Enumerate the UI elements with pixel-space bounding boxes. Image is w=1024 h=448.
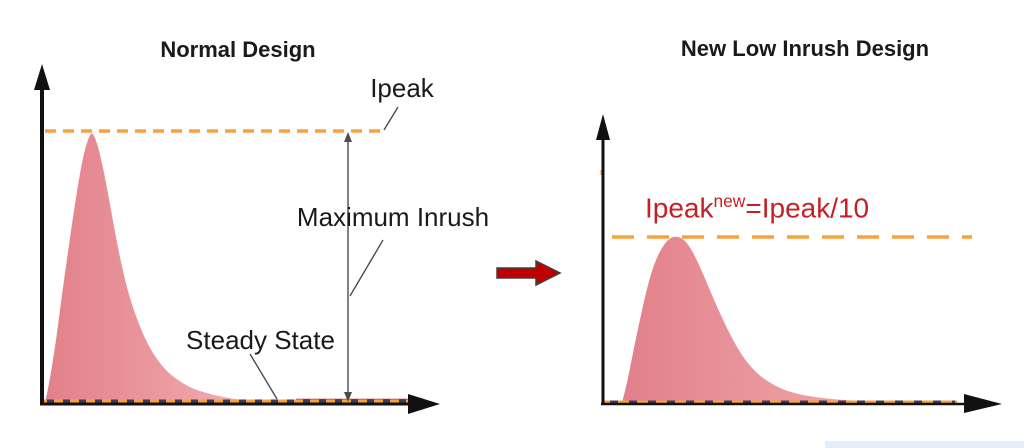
steady-state-leader-line <box>249 353 278 400</box>
max-inrush-leader-line <box>349 239 384 297</box>
left-inrush-curve <box>45 133 285 403</box>
formula-base: Ipeak <box>645 192 714 224</box>
left-chart-title: Normal Design <box>160 37 316 62</box>
ipeak-label: Ipeak <box>370 73 434 103</box>
max-inrush-arrowhead-bottom <box>344 392 352 402</box>
left-x-axis-arrowhead <box>408 394 440 414</box>
formula-rest: =Ipeak/10 <box>745 192 870 224</box>
right-y-axis-arrowhead <box>596 114 610 140</box>
formula-superscript: new <box>713 191 746 211</box>
left-y-axis-arrowhead <box>34 64 50 90</box>
max-inrush-arrowhead-top <box>344 132 352 142</box>
transition-arrow <box>496 259 562 287</box>
ipeak-leader-line <box>383 106 399 131</box>
right-x-axis-arrowhead <box>964 394 1002 413</box>
right-inrush-curve <box>622 236 948 404</box>
ipeak-new-formula: Ipeaknew=Ipeak/10 <box>645 191 869 224</box>
maximum-inrush-label: Maximum Inrush <box>296 202 490 232</box>
steady-state-label: Steady State <box>186 325 335 355</box>
bottom-right-artifact <box>825 441 1024 448</box>
right-chart-title: New Low Inrush Design <box>680 36 930 61</box>
